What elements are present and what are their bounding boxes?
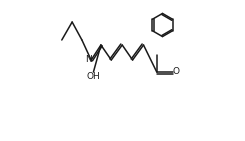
Text: OH: OH xyxy=(86,72,100,81)
Text: N: N xyxy=(85,55,91,64)
Text: O: O xyxy=(172,68,179,77)
